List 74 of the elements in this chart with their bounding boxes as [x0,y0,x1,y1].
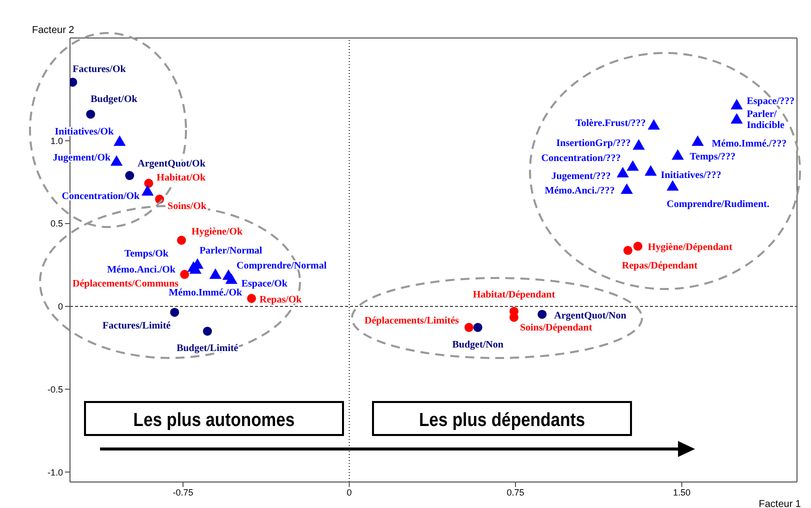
point [632,139,645,150]
data-label: Temps/??? [690,151,736,162]
data-label: Initiatives/??? [660,170,722,182]
point [616,166,629,178]
point [626,160,639,171]
point [730,113,743,124]
data-label: Hygiène/Ok [191,226,244,238]
data-label: Espace/??? [746,96,794,107]
point [110,155,123,166]
data-label: Jugement/??? [551,170,611,182]
data-label: ArgentQuot/Non [554,310,627,322]
point [730,98,743,110]
point [209,268,222,279]
y-axis-title: Facteur 2 [32,25,75,36]
data-label: Tolère.Frust/??? [576,118,646,130]
y-tick-label: 0 [58,302,63,312]
x-tick-label: 0.75 [506,487,524,498]
point [202,326,212,336]
x-axis-title: Facteur 1 [758,499,802,508]
data-label: Espace/Ok [241,278,288,290]
point [672,149,684,160]
data-label: Parler/Indicible [746,109,786,132]
point [141,185,154,196]
y-tick-label: 1.0 [50,136,63,146]
point [648,119,660,130]
data-label: Comprendre/Normal [236,260,327,272]
point [538,310,547,319]
data-label: Budget/Limité [176,343,239,354]
point [170,308,180,317]
data-label: Concentration/??? [541,153,621,164]
data-label: Mémo.Immé./??? [712,138,787,150]
data-label: Temps/Ok [124,248,169,260]
x-tick-label: 1.50 [672,487,691,498]
data-label: Mémo.Anci./??? [544,185,615,196]
data-label: Soins/Dépendant [520,322,593,334]
point [633,242,642,251]
point [623,246,632,255]
point [144,178,154,188]
data-label: Déplacements/Communs [72,278,179,290]
y-tick-label: 0.5 [50,218,63,229]
point [225,273,238,284]
data-label: Budget/Ok [90,94,138,106]
point [464,322,474,332]
point [692,135,704,146]
data-label: Comprendre/Rudiment. [666,199,770,210]
data-label: Habitat/Ok [156,172,206,184]
data-label: Budget/Non [452,339,504,350]
data-label: Repas/Ok [260,294,302,306]
point [644,165,657,176]
data-label: Parler/Normal [199,245,262,256]
point [620,183,633,194]
data-label: Factures/Ok [72,64,126,76]
point [473,322,482,332]
annotation: Les plus dépendants [418,409,586,430]
data-label: Soins/Ok [168,201,207,212]
data-label: Repas/Dépendant [622,260,698,272]
point [666,180,679,191]
point [176,236,186,245]
point [114,135,126,146]
data-label: Factures/Limité [102,320,172,332]
y-tick-label: -0.5 [47,384,63,394]
y-tick-label: -1.0 [47,467,63,478]
annotation: Les plus autonomes [133,409,295,430]
data-label: Mémo.Immé./Ok [168,287,242,298]
x-tick-label: 0 [346,487,352,498]
x-tick-label: -0.75 [172,487,194,498]
point [247,294,256,303]
data-label: Hygiène/Dépendant [648,242,733,254]
data-label: Mémo.Anci./Ok [107,264,176,276]
data-label: InsertionGrp/??? [556,138,631,150]
data-label: ArgentQuot/Ok [138,158,206,170]
data-label: Habitat/Dépendant [472,289,556,300]
point [180,270,190,279]
data-label: Déplacements/Limités [364,315,460,326]
